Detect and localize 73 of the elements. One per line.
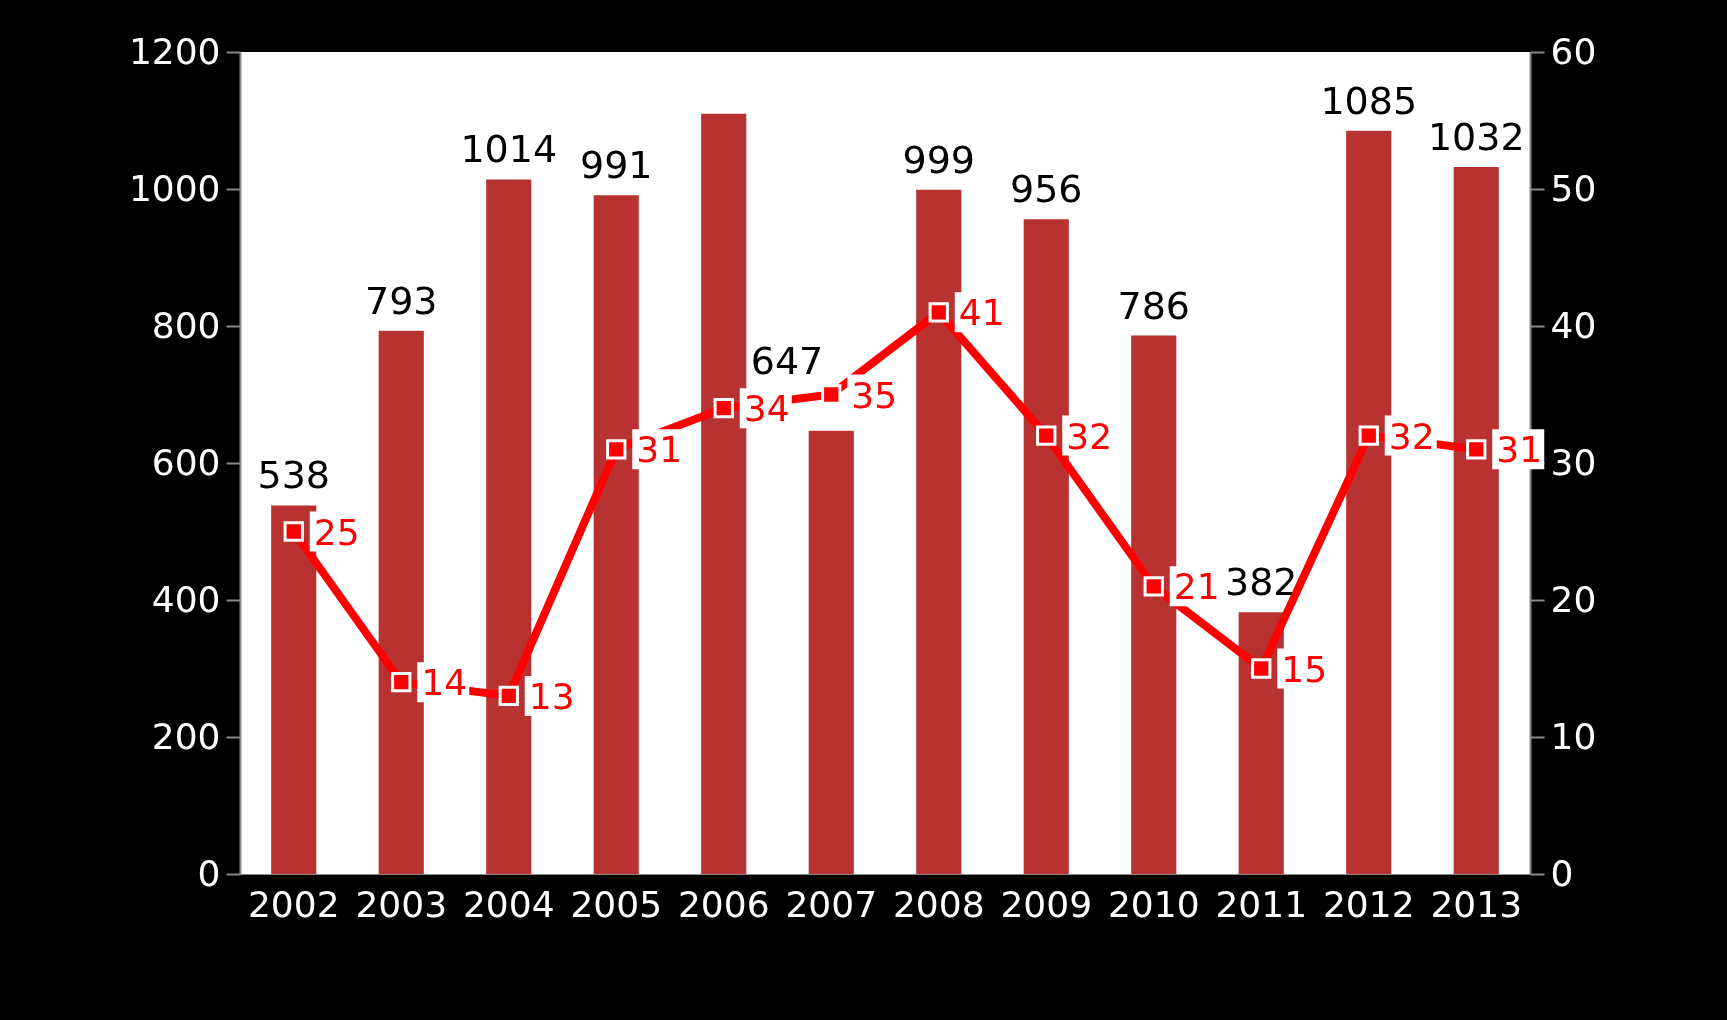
data-label: 1032 (1427, 115, 1525, 160)
point (1036, 425, 1057, 446)
data-label: 382 (1224, 560, 1298, 605)
bar (701, 113, 747, 874)
data-label: 1014 (460, 127, 558, 172)
x-tick-label: 2013 (1430, 883, 1523, 925)
data-label: 14 (421, 662, 468, 704)
point (1251, 658, 1272, 679)
data-label: 538 (257, 453, 331, 498)
x-tick-label: 2004 (462, 883, 555, 925)
point (498, 685, 519, 707)
data-label: 31 (636, 429, 683, 471)
bar (486, 179, 532, 874)
x-tick-label: 2008 (892, 883, 985, 925)
y-tick-label: 400 (151, 578, 221, 620)
bar (916, 189, 962, 874)
point (928, 302, 949, 323)
point (1358, 425, 1379, 446)
point (606, 439, 627, 460)
bar (1023, 219, 1069, 874)
data-label: 25 (313, 511, 360, 553)
y-tick-label: 800 (151, 304, 221, 346)
y2-tick-label: 60 (1550, 30, 1597, 72)
y2-tick-label: 30 (1550, 441, 1597, 483)
data-label: 34 (743, 388, 790, 430)
y-tick-label: 1200 (128, 30, 221, 72)
bar (378, 330, 424, 874)
x-tick-label: 2006 (677, 883, 770, 925)
x-tick-label: 2005 (570, 883, 663, 925)
y2-tick-label: 20 (1550, 578, 1597, 620)
bar (808, 430, 854, 874)
y2-tick-label: 50 (1550, 167, 1597, 209)
y-tick-label: 0 (197, 852, 221, 894)
data-label: 991 (579, 143, 653, 188)
x-tick-label: 2003 (355, 883, 448, 925)
data-label: 1085 (1320, 78, 1418, 123)
bar (271, 505, 317, 874)
y2-tick-label: 0 (1550, 852, 1574, 894)
data-label: 32 (1066, 415, 1113, 457)
y-tick-label: 600 (151, 441, 221, 483)
data-label: 647 (750, 338, 824, 383)
point (821, 384, 842, 405)
data-label: 41 (958, 292, 1005, 334)
data-label: 786 (1117, 283, 1191, 328)
data-label: 956 (1009, 167, 1083, 212)
point (391, 672, 412, 693)
point (283, 521, 304, 542)
data-label: 999 (902, 137, 976, 182)
bar (1131, 335, 1177, 874)
bar (1453, 167, 1499, 874)
point (1466, 439, 1487, 460)
point (713, 398, 734, 419)
data-label: 31 (1496, 429, 1543, 471)
data-label: 32 (1388, 415, 1435, 457)
bar (593, 195, 639, 874)
y2-tick-label: 40 (1550, 304, 1597, 346)
point (1143, 576, 1164, 597)
x-tick-label: 2010 (1107, 883, 1200, 925)
data-label: 35 (851, 374, 898, 416)
bar (1346, 130, 1392, 874)
y2-tick-label: 10 (1550, 715, 1597, 757)
x-tick-label: 2002 (247, 883, 340, 925)
bar (1238, 612, 1284, 874)
data-label: 21 (1173, 566, 1220, 608)
x-tick-label: 2007 (785, 883, 878, 925)
y-tick-label: 200 (151, 715, 221, 757)
x-tick-label: 2011 (1215, 883, 1308, 925)
y-tick-label: 1000 (128, 167, 221, 209)
x-tick-label: 2009 (1000, 883, 1093, 925)
x-tick-label: 2012 (1322, 883, 1415, 925)
data-label: 13 (528, 675, 575, 717)
data-label: 15 (1281, 648, 1328, 690)
data-label: 793 (364, 278, 438, 323)
